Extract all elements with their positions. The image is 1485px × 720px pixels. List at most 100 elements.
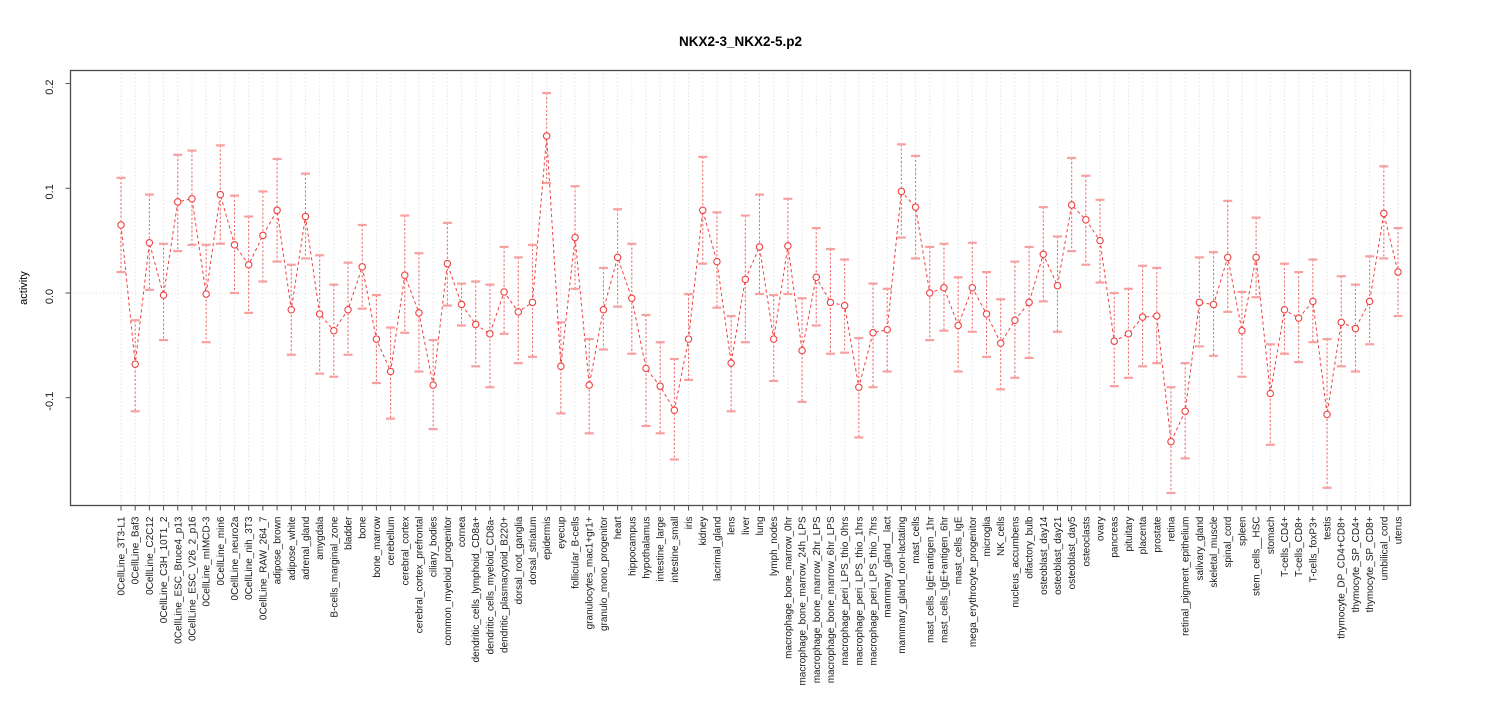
data-point xyxy=(1011,316,1019,324)
y-tick-label: 0.0 xyxy=(44,289,56,304)
x-tick-label: dendritic_plasmacytoid_B220+ xyxy=(500,516,511,653)
x-tick-label: eyecup xyxy=(556,516,567,549)
data-point xyxy=(869,329,877,337)
data-point xyxy=(301,212,310,221)
x-tick-label: dendritic_cells_lymphoid_CD8a+ xyxy=(471,516,482,662)
data-point xyxy=(1309,297,1317,306)
data-point xyxy=(159,291,168,299)
data-point xyxy=(471,320,480,329)
x-tick-label: mammary_gland__lact xyxy=(883,516,894,617)
x-tick-label: NK_cells xyxy=(996,517,1007,556)
x-tick-label: lymph_nodes xyxy=(769,517,780,576)
x-tick-label: B-cells_marginal_zone xyxy=(329,516,340,618)
x-tick-label: retina xyxy=(1166,516,1177,541)
x-tick-label: mega_erythrocyte_progenitor xyxy=(968,516,979,647)
x-tick-label: granulocytes_mac1+gr1+ xyxy=(585,516,596,629)
data-point xyxy=(344,306,352,314)
data-point xyxy=(798,346,806,355)
x-tick-label: stomach xyxy=(1266,517,1277,555)
data-point xyxy=(1323,410,1331,419)
x-tick-label: 0CellLine_neuro2a xyxy=(230,516,241,600)
x-tick-label: thymocyte_SP_CD4+ xyxy=(1351,516,1362,612)
data-point xyxy=(982,310,991,318)
x-tick-label: pituitary xyxy=(1124,517,1135,552)
data-point xyxy=(528,298,537,307)
data-point xyxy=(1096,236,1104,245)
x-tick-label: salivary_gland xyxy=(1195,517,1206,581)
x-axis: 0CellLine_3T3-L1 0CellLine_Baf3 0CellLine_… xyxy=(117,505,1405,686)
data-point xyxy=(1138,313,1147,321)
x-tick-label: cornea xyxy=(457,516,468,547)
data-point xyxy=(628,294,636,302)
data-point xyxy=(1067,201,1076,209)
x-tick-label: macrophage_peri_LPS_thio_1hrs xyxy=(854,517,865,666)
x-tick-label: dorsal_root_ganglia xyxy=(514,516,525,604)
data-point xyxy=(457,300,466,309)
data-point xyxy=(1053,281,1062,290)
data-point xyxy=(542,132,551,140)
x-tick-label: nucleus_accumbens xyxy=(1010,517,1021,608)
x-tick-label: 0CellLine_3T3-L1 xyxy=(117,516,128,595)
x-tick-label: skeletal_muscle xyxy=(1209,516,1220,588)
x-tick-label: hippocampus xyxy=(627,517,638,576)
data-point xyxy=(188,195,196,203)
data-point xyxy=(514,308,523,316)
data-point xyxy=(1209,300,1218,309)
x-tick-label: adipose_white xyxy=(287,516,298,580)
data-point xyxy=(1181,407,1189,416)
data-point xyxy=(599,306,608,314)
data-point xyxy=(259,231,267,240)
data-point xyxy=(557,362,565,371)
data-point xyxy=(486,330,494,338)
x-tick-label: T-cells_CD8+ xyxy=(1294,516,1305,576)
y-tick-label: 0.2 xyxy=(44,79,56,94)
x-tick-label: cerebral_cortex_prefrontal xyxy=(414,517,425,634)
x-tick-label: olfactory_bulb xyxy=(1025,516,1036,579)
y-axis: -0.1 0.0 0.1 0.2 xyxy=(44,79,71,411)
data-point xyxy=(1124,330,1133,338)
x-tick-label: 0CellLine_ESC_Bruce4_p13 xyxy=(173,516,184,644)
data-point xyxy=(1351,324,1360,333)
x-tick-label: spinal_cord xyxy=(1223,517,1234,568)
data-point xyxy=(230,241,239,249)
data-point xyxy=(727,359,735,367)
x-tick-label: ciliary_bodies xyxy=(429,517,440,578)
data-point xyxy=(1394,268,1402,276)
x-tick-label: thymocyte_DP_CD4+CD8+ xyxy=(1337,516,1348,638)
x-tick-label: 0CellLine_RAW_264_7 xyxy=(258,516,269,620)
x-tick-label: heart xyxy=(613,516,624,539)
x-tick-label: stem_cells__HSC xyxy=(1252,517,1263,596)
data-point xyxy=(613,253,622,262)
data-point xyxy=(1365,297,1374,306)
x-tick-label: macrophage_peri_LPS_thio_7hrs xyxy=(869,517,880,666)
x-tick-label: adipose_brown xyxy=(273,517,284,585)
x-tick-label: macrophage_bone_marrow_6hr_LPS xyxy=(826,516,837,683)
x-tick-label: pancreas xyxy=(1110,517,1121,558)
data-point xyxy=(1195,298,1204,307)
data-point xyxy=(642,364,650,373)
x-tick-label: common_myeloid_progenitor xyxy=(443,516,454,646)
data-point xyxy=(415,309,423,317)
x-tick-label: lens xyxy=(727,517,738,535)
x-tick-label: mast_cells xyxy=(911,517,922,564)
data-point xyxy=(401,271,409,279)
data-point xyxy=(1025,298,1033,307)
x-tick-label: epidermis xyxy=(542,517,553,560)
data-point xyxy=(684,335,693,343)
x-tick-label: 0CellLine_min6 xyxy=(216,516,227,585)
data-point xyxy=(755,243,764,251)
data-point xyxy=(1039,250,1048,259)
data-point xyxy=(1337,318,1345,327)
x-tick-label: hypothalamus xyxy=(641,517,652,579)
x-tick-label: intestine_small xyxy=(670,517,681,583)
data-point xyxy=(1238,326,1246,335)
data-point xyxy=(769,335,778,343)
data-point xyxy=(784,242,792,250)
x-tick-label: thymocyte_SP_CD8+ xyxy=(1365,516,1376,612)
x-tick-label: follicular_B-cells xyxy=(571,517,582,589)
data-point xyxy=(940,284,948,292)
chart-title: NKX2-3_NKX2-5.p2 xyxy=(679,34,802,49)
data-point xyxy=(840,301,849,310)
